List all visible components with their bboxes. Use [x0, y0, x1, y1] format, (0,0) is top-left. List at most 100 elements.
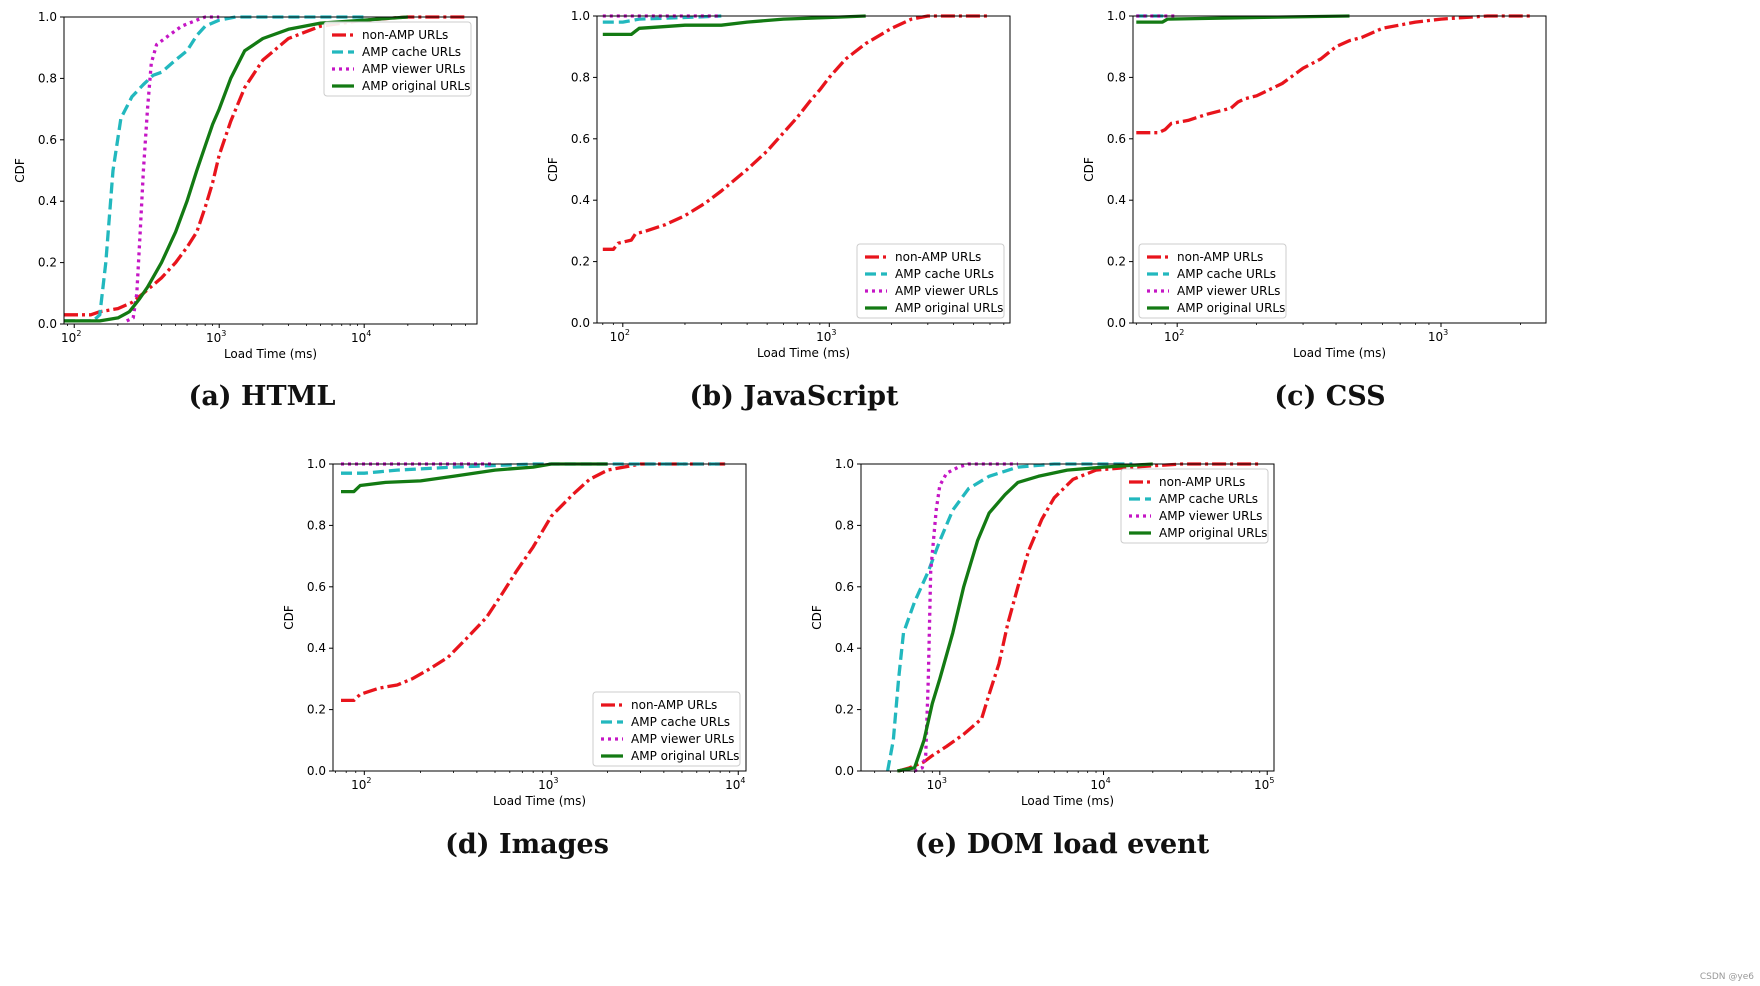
y-axis-label: CDF [546, 157, 560, 182]
x-tick-label: 105 [1254, 776, 1274, 792]
x-axis-label: Load Time (ms) [1293, 346, 1386, 360]
y-tick-label: 0.2 [307, 703, 326, 717]
series-line-amp-viewer-urls [913, 462, 1018, 773]
x-tick-label: 103 [816, 328, 836, 344]
axes-frame [63, 16, 478, 325]
y-tick-label: 0.0 [307, 764, 326, 778]
y-tick-label: 0.4 [835, 641, 854, 655]
y-axis-label: CDF [810, 605, 824, 630]
series-line-amp-original-urls [341, 462, 608, 494]
watermark: CSDN @ye6 [1699, 972, 1754, 982]
legend-entry: AMP original URLs [362, 79, 470, 93]
y-tick-label: 1.0 [307, 457, 326, 471]
series-line-amp-original-urls [897, 462, 1153, 773]
legend-box [1120, 468, 1269, 544]
caption-css: (c) CSS [1274, 381, 1386, 412]
series-group [64, 15, 466, 323]
y-tick-label: 1.0 [835, 457, 854, 471]
y-tick-label: 0.8 [1107, 70, 1126, 84]
series-line-non-amp-urls [898, 462, 1260, 773]
x-tick-label: 103 [927, 776, 947, 792]
axes-frame [596, 15, 1011, 324]
x-tick-label: 102 [1164, 328, 1184, 344]
x-tick-label: 102 [351, 776, 371, 792]
y-tick-label: 0.0 [571, 316, 590, 330]
chart-panel-html: 0.0 0.2 0.4 0.6 0.8 1.0 102 103 104 Load Time (ms… [0, 0, 500, 375]
y-tick-label: 0.2 [38, 256, 57, 270]
legend-entry: non-AMP URLs [631, 698, 717, 712]
legend-entry: AMP viewer URLs [362, 62, 465, 76]
x-tick-label: 103 [538, 776, 558, 792]
y-axis-label: CDF [282, 605, 296, 630]
x-tick-label: 104 [725, 776, 745, 792]
legend-entry: AMP original URLs [631, 749, 739, 763]
y-tick-label: 0.4 [571, 193, 590, 207]
y-tick-label: 0.0 [1107, 316, 1126, 330]
y-tick-label: 0.2 [571, 255, 590, 269]
caption-images: (d) Images [445, 829, 609, 860]
chart-images: 0.0 0.2 0.4 0.6 0.8 1.0 102 103 104 Load Time (ms… [282, 457, 747, 808]
legend-box [856, 243, 1005, 319]
legend-entry: AMP viewer URLs [1159, 509, 1262, 523]
legend-entry: AMP viewer URLs [895, 284, 998, 298]
y-tick-label: 0.8 [38, 71, 57, 85]
chart-panel-images: 0.0 0.2 0.4 0.6 0.8 1.0 102 103 104 Load Time (ms… [270, 448, 770, 823]
y-tick-label: 0.4 [307, 641, 326, 655]
caption-dom-load-event: (e) DOM load event [914, 829, 1210, 860]
axes-frame [1132, 15, 1547, 324]
legend-box [323, 21, 472, 97]
x-tick-label: 102 [61, 329, 81, 345]
series-line-amp-original-urls [602, 14, 866, 37]
y-tick-label: 0.0 [38, 317, 57, 331]
x-axis-label: Load Time (ms) [224, 347, 317, 361]
y-tick-label: 0.2 [1107, 255, 1126, 269]
y-tick-label: 0.6 [835, 580, 854, 594]
series-line-non-amp-urls [1136, 14, 1532, 135]
y-tick-label: 0.4 [38, 194, 57, 208]
legend-entry: non-AMP URLs [362, 28, 448, 42]
legend: non-AMP URLs AMP cache URLs AMP viewer URL… [592, 691, 741, 767]
y-tick-label: 0.8 [307, 518, 326, 532]
y-tick-label: 0.6 [1107, 132, 1126, 146]
x-tick-label: 104 [351, 329, 371, 345]
x-tick-label: 103 [206, 329, 226, 345]
series-line-non-amp-urls [64, 15, 466, 317]
x-axis-label: Load Time (ms) [1021, 794, 1114, 808]
y-axis-label: CDF [13, 158, 27, 183]
legend-entry: AMP cache URLs [1177, 267, 1276, 281]
chart-html: 0.0 0.2 0.4 0.6 0.8 1.0 102 103 104 Load Time (ms… [13, 10, 478, 361]
legend-entry: non-AMP URLs [895, 250, 981, 264]
chart-panel-css: 0.0 0.2 0.4 0.6 0.8 1.0 102 103 Load Time (ms) CD… [1080, 0, 1580, 375]
legend-entry: non-AMP URLs [1159, 475, 1245, 489]
legend: non-AMP URLs AMP cache URLs AMP viewer URL… [1120, 468, 1269, 544]
chart-css: 0.0 0.2 0.4 0.6 0.8 1.0 102 103 Load Time (ms) CD… [1082, 9, 1547, 360]
legend-entry: AMP original URLs [1177, 301, 1285, 315]
chart-panel-dom-load-event: 0.0 0.2 0.4 0.6 0.8 1.0 103 104 105 Load Time (ms… [808, 448, 1308, 823]
series-line-amp-cache-urls [64, 15, 365, 323]
y-tick-label: 0.6 [571, 132, 590, 146]
series-line-amp-original-urls [1136, 14, 1350, 24]
legend-entry: AMP cache URLs [362, 45, 461, 59]
chart-dom-load-event: 0.0 0.2 0.4 0.6 0.8 1.0 103 104 105 Load Time (ms… [810, 457, 1275, 808]
chart-javascript: 0.0 0.2 0.4 0.6 0.8 1.0 102 103 Load Time (ms) CD… [546, 9, 1011, 360]
series-group [1136, 14, 1532, 135]
y-tick-label: 0.8 [571, 70, 590, 84]
x-tick-label: 103 [1428, 328, 1448, 344]
chart-panel-javascript: 0.0 0.2 0.4 0.6 0.8 1.0 102 103 Load Time (ms) CD… [540, 0, 1040, 375]
x-tick-label: 102 [610, 328, 630, 344]
y-tick-label: 1.0 [1107, 9, 1126, 23]
x-axis-label: Load Time (ms) [757, 346, 850, 360]
legend-entry: AMP original URLs [1159, 526, 1267, 540]
legend-entry: AMP viewer URLs [631, 732, 734, 746]
y-tick-label: 0.8 [835, 518, 854, 532]
legend: non-AMP URLs AMP cache URLs AMP viewer URL… [1138, 243, 1287, 319]
series-group [885, 462, 1260, 773]
caption-javascript: (b) JavaScript [689, 381, 899, 412]
legend-entry: AMP viewer URLs [1177, 284, 1280, 298]
y-tick-label: 0.6 [38, 133, 57, 147]
y-tick-label: 0.2 [835, 703, 854, 717]
legend: non-AMP URLs AMP cache URLs AMP viewer URL… [323, 21, 472, 97]
series-group [341, 462, 726, 703]
x-tick-label: 104 [1090, 776, 1110, 792]
y-tick-label: 1.0 [38, 10, 57, 24]
